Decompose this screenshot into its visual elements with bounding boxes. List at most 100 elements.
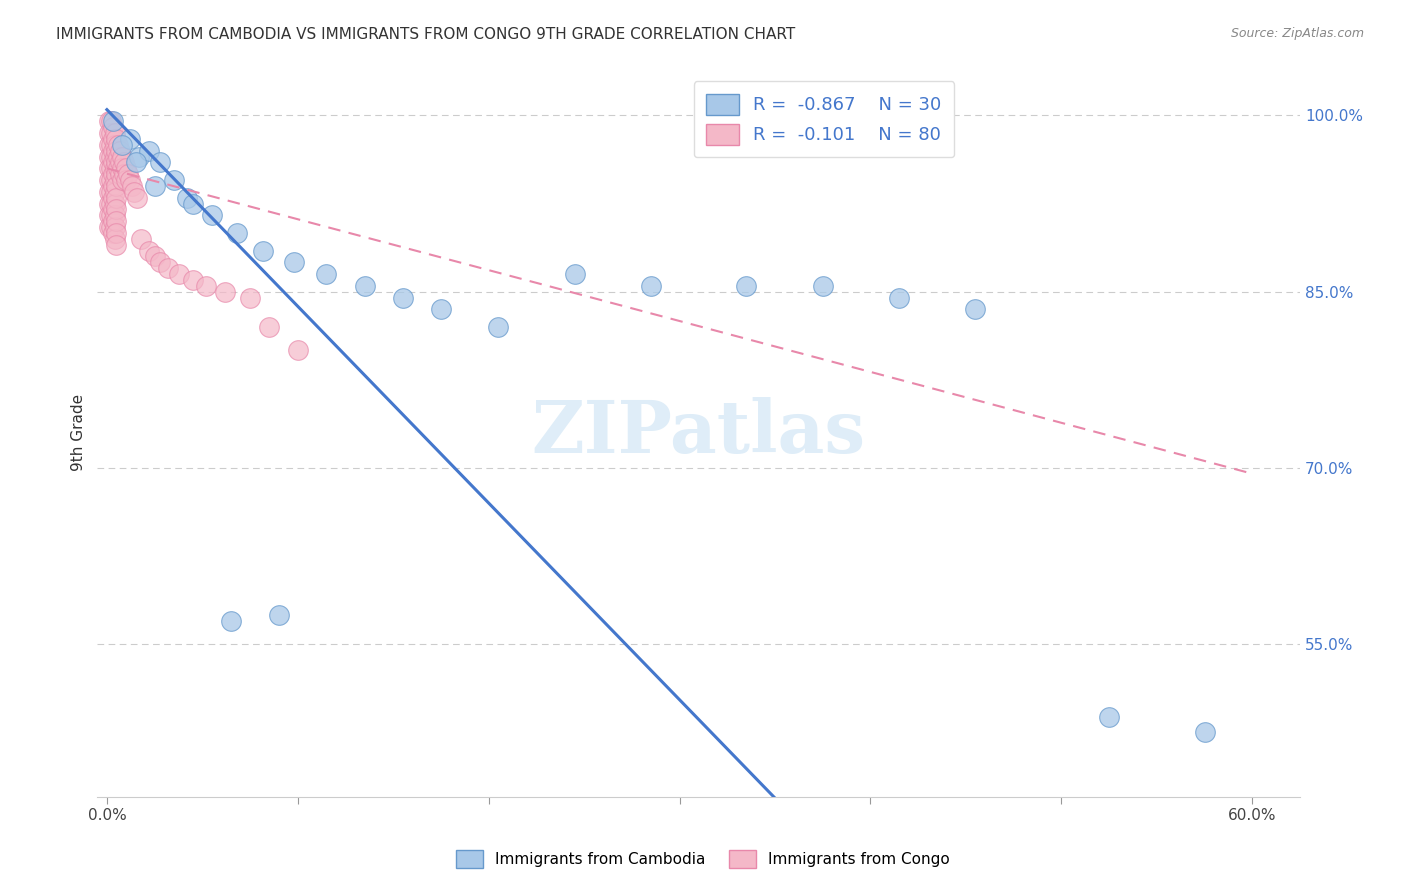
- Y-axis label: 9th Grade: 9th Grade: [72, 394, 86, 471]
- Legend: Immigrants from Cambodia, Immigrants from Congo: Immigrants from Cambodia, Immigrants fro…: [449, 843, 957, 875]
- Point: [143, 249, 166, 263]
- Point: [97, 208, 120, 222]
- Point: [143, 178, 166, 193]
- Point: [121, 178, 143, 193]
- Point: [100, 114, 122, 128]
- Point: [103, 220, 125, 235]
- Point: [112, 167, 135, 181]
- Point: [101, 144, 124, 158]
- Point: [252, 244, 274, 258]
- Point: [149, 255, 172, 269]
- Point: [97, 196, 120, 211]
- Point: [112, 155, 135, 169]
- Point: [118, 173, 141, 187]
- Point: [105, 155, 128, 169]
- Point: [100, 208, 122, 222]
- Point: [97, 126, 120, 140]
- Point: [156, 261, 179, 276]
- Point: [100, 161, 122, 176]
- Point: [101, 155, 124, 169]
- Point: [101, 167, 124, 181]
- Point: [201, 208, 224, 222]
- Point: [105, 214, 128, 228]
- Point: [640, 278, 662, 293]
- Point: [97, 150, 120, 164]
- Point: [181, 273, 204, 287]
- Point: [101, 120, 124, 135]
- Text: ZIPatlas: ZIPatlas: [531, 397, 866, 468]
- Point: [105, 178, 128, 193]
- Point: [111, 173, 134, 187]
- Point: [101, 202, 124, 217]
- Point: [128, 150, 150, 164]
- Point: [811, 278, 834, 293]
- Point: [100, 126, 122, 140]
- Point: [100, 185, 122, 199]
- Point: [107, 137, 129, 152]
- Point: [353, 278, 375, 293]
- Point: [105, 167, 128, 181]
- Point: [103, 196, 125, 211]
- Text: IMMIGRANTS FROM CAMBODIA VS IMMIGRANTS FROM CONGO 9TH GRADE CORRELATION CHART: IMMIGRANTS FROM CAMBODIA VS IMMIGRANTS F…: [56, 27, 796, 42]
- Point: [195, 278, 218, 293]
- Point: [100, 173, 122, 187]
- Point: [117, 167, 139, 181]
- Point: [225, 226, 247, 240]
- Point: [105, 191, 128, 205]
- Point: [887, 291, 910, 305]
- Point: [100, 150, 122, 164]
- Point: [129, 232, 152, 246]
- Point: [124, 155, 146, 169]
- Point: [149, 155, 172, 169]
- Point: [110, 167, 132, 181]
- Point: [105, 144, 128, 158]
- Point: [101, 114, 124, 128]
- Point: [965, 302, 987, 317]
- Point: [111, 161, 134, 176]
- Point: [1098, 710, 1121, 724]
- Point: [105, 237, 128, 252]
- Point: [219, 614, 242, 628]
- Point: [103, 126, 125, 140]
- Point: [115, 173, 138, 187]
- Point: [101, 132, 124, 146]
- Point: [115, 161, 138, 176]
- Point: [97, 137, 120, 152]
- Point: [735, 278, 758, 293]
- Point: [111, 137, 134, 152]
- Point: [283, 255, 305, 269]
- Point: [1194, 725, 1216, 739]
- Point: [163, 173, 186, 187]
- Point: [287, 343, 309, 358]
- Point: [101, 226, 124, 240]
- Point: [97, 114, 120, 128]
- Point: [103, 232, 125, 246]
- Point: [105, 202, 128, 217]
- Point: [100, 196, 122, 211]
- Point: [391, 291, 413, 305]
- Point: [138, 244, 160, 258]
- Point: [103, 185, 125, 199]
- Point: [105, 132, 128, 146]
- Point: [103, 150, 125, 164]
- Point: [176, 191, 198, 205]
- Point: [127, 191, 149, 205]
- Point: [103, 161, 125, 176]
- Point: [118, 132, 141, 146]
- Point: [97, 220, 120, 235]
- Point: [214, 285, 236, 299]
- Point: [430, 302, 453, 317]
- Point: [122, 185, 145, 199]
- Point: [110, 144, 132, 158]
- Point: [257, 319, 280, 334]
- Point: [105, 226, 128, 240]
- Text: Source: ZipAtlas.com: Source: ZipAtlas.com: [1230, 27, 1364, 40]
- Point: [97, 173, 120, 187]
- Point: [564, 267, 586, 281]
- Point: [97, 185, 120, 199]
- Point: [169, 267, 191, 281]
- Point: [486, 319, 509, 334]
- Legend: R =  -0.867    N = 30, R =  -0.101    N = 80: R = -0.867 N = 30, R = -0.101 N = 80: [693, 81, 955, 157]
- Point: [101, 214, 124, 228]
- Point: [100, 137, 122, 152]
